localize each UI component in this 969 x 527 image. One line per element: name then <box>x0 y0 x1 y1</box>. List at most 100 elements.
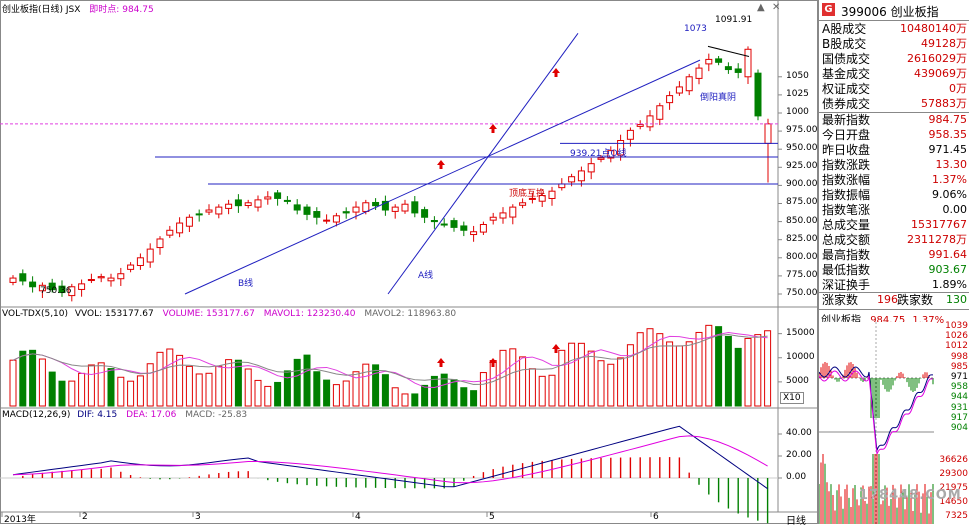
x-tick-label: 4 <box>355 512 361 522</box>
up-arrow-icon <box>489 124 497 133</box>
volume-bar <box>107 368 115 407</box>
candle-body <box>342 211 350 214</box>
volume-bar <box>166 348 174 407</box>
candle-body <box>744 48 752 78</box>
x-tick-label: 2 <box>82 512 88 522</box>
candle-body <box>127 264 135 270</box>
g-icon[interactable]: G <box>822 3 835 16</box>
stat-label: 权证成交 <box>822 82 871 96</box>
y-tick-label: 10000 <box>786 351 815 362</box>
candle-body <box>166 229 174 236</box>
high-marker <box>707 45 750 58</box>
candle-body <box>499 212 507 219</box>
mini-price-tick: 917 <box>950 412 968 423</box>
volume-bar <box>421 384 429 407</box>
volume-bar <box>558 349 566 407</box>
candle-body <box>332 215 340 223</box>
stat-value: 991.64 <box>928 248 968 261</box>
mini-price-tick: 971 <box>950 372 968 382</box>
mini-avg-line <box>819 370 934 456</box>
stat-label: 指数振幅 <box>822 188 871 202</box>
divider <box>819 112 969 113</box>
line-b-annotation: B线 <box>238 279 254 289</box>
candle-body <box>68 286 76 297</box>
stat-value: 57883万 <box>921 97 967 110</box>
mavol2-line <box>12 334 768 385</box>
candle-body <box>411 201 419 214</box>
instant-value: 984.75 <box>122 5 154 15</box>
stat-row: 深证换手 1.89% <box>819 278 969 292</box>
close-icon[interactable]: ✕ <box>772 2 781 13</box>
volume-bar <box>303 354 311 407</box>
chart-canvas <box>0 0 818 524</box>
volume-bar <box>450 379 458 407</box>
candle-body <box>274 192 282 199</box>
stat-row: 权证成交 0万 <box>819 82 969 96</box>
high-annotation: 1091.91 <box>715 15 753 25</box>
stat-row: B股成交 49128万 <box>819 37 969 51</box>
mini-price-tick: 998 <box>950 351 968 362</box>
dif-label: DIF: 4.15 <box>77 410 118 420</box>
mini-volume-tick: 14650 <box>939 497 968 507</box>
volume-bar <box>264 385 272 407</box>
candle-body <box>58 285 66 294</box>
volume-bar <box>78 372 86 407</box>
volume-title: VOL-TDX(5,10) <box>2 309 69 319</box>
volume-bar <box>724 335 732 407</box>
candle-body <box>685 76 693 92</box>
volume-bar <box>332 384 340 407</box>
stat-label: 总成交量 <box>822 218 871 232</box>
volume-bar <box>19 350 27 407</box>
stat-label: 指数笔涨 <box>822 203 871 217</box>
volume-bar <box>626 344 634 407</box>
candle-body <box>87 279 95 282</box>
volume-label: VOLUME: 153177.67 <box>162 309 255 319</box>
volume-bar <box>97 362 105 407</box>
volume-bar <box>38 358 46 407</box>
stat-value: 2311278万 <box>907 233 967 246</box>
main-panel-title: 创业板指(日线) JSX <box>2 5 81 15</box>
volume-bar <box>538 375 546 407</box>
stat-row: 指数涨跌 13.30 <box>819 158 969 172</box>
stat-label: A股成交 <box>822 22 867 36</box>
volume-bar <box>519 356 527 407</box>
y-tick-label: 750.00 <box>786 288 818 298</box>
volume-bar <box>401 393 409 407</box>
candle-body <box>185 216 193 227</box>
candle-body <box>362 202 370 212</box>
volume-bar <box>460 387 468 407</box>
candle-body <box>244 202 252 206</box>
period-label[interactable]: 日线 <box>786 516 806 527</box>
volume-bar <box>577 342 585 407</box>
candle-body <box>440 223 448 226</box>
candle-body <box>538 195 546 202</box>
up-arrow-icon <box>489 358 497 367</box>
stat-row: 指数振幅 9.06% <box>819 188 969 202</box>
mini-price-tick: 1026 <box>945 331 968 342</box>
volume-bar <box>440 373 448 407</box>
volume-bar <box>656 333 664 407</box>
rise-label: 涨家数 <box>822 293 859 307</box>
stat-value: 10480140万 <box>900 22 967 35</box>
volume-bar <box>185 365 193 407</box>
volume-bar <box>734 347 742 407</box>
candle-body <box>421 209 429 218</box>
up-arrow-icon <box>552 344 560 353</box>
candle-body <box>156 238 164 249</box>
volume-bar <box>117 376 125 407</box>
up-arrow-icon[interactable]: ▲ <box>757 2 765 13</box>
stat-row: 指数笔涨 0.00 <box>819 203 969 217</box>
stat-value: 9.06% <box>932 188 967 201</box>
stat-value: 903.67 <box>928 263 968 276</box>
stat-label: 总成交额 <box>822 233 871 247</box>
stat-row: 总成交量 15317767 <box>819 218 969 232</box>
stat-row: 总成交额 2311278万 <box>819 233 969 247</box>
volume-bar <box>323 379 331 407</box>
candle-body <box>705 58 713 65</box>
mini-change: 1.37% <box>912 315 945 326</box>
candle-body <box>666 95 674 104</box>
volume-bar <box>685 341 693 407</box>
volume-bar <box>479 372 487 407</box>
volume-bar <box>675 345 683 407</box>
stat-row: 债券成交 57883万 <box>819 97 969 111</box>
